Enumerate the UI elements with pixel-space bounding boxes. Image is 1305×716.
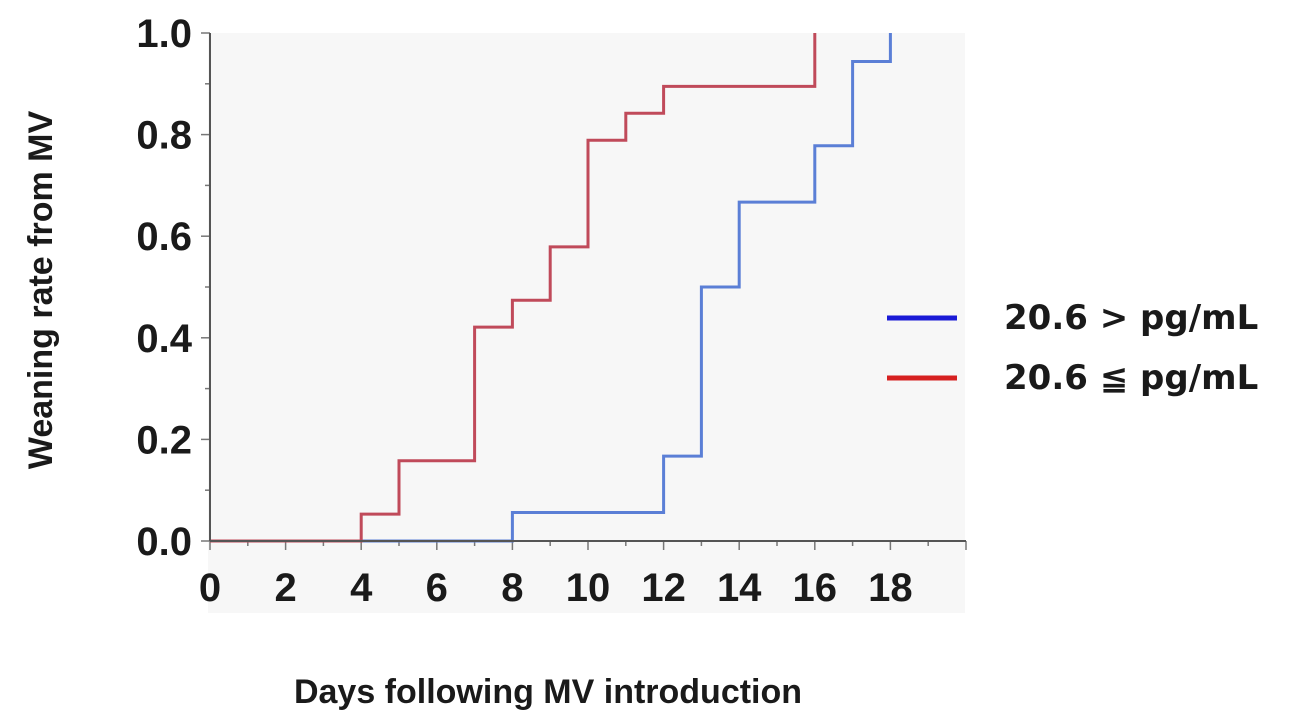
plot-background (208, 33, 965, 613)
x-tick-label: 4 (350, 566, 373, 610)
series-line-2 (210, 33, 817, 543)
y-tick-label: 1.0 (136, 12, 192, 56)
x-tick-label: 12 (641, 566, 686, 610)
y-tick-label: 0.2 (136, 418, 192, 462)
x-tick-label: 14 (717, 566, 762, 610)
y-axis-title: Weaning rate from MV (22, 111, 60, 470)
x-tick-label: 18 (868, 566, 913, 610)
x-tick-label: 0 (199, 566, 221, 610)
x-tick-label: 6 (426, 566, 448, 610)
x-tick-label: 2 (274, 566, 296, 610)
x-tick-label: 8 (501, 566, 523, 610)
y-tick-label: 0.8 (136, 114, 192, 158)
series-line-1 (210, 33, 892, 543)
y-tick-label: 0.6 (136, 215, 192, 259)
tick-labels: 0 2 4 6 8 10 12 14 16 18 0.0 0.2 0.4 0.6 0.8 1.0 (136, 12, 912, 610)
x-tick-label: 10 (566, 566, 611, 610)
x-tick-label: 16 (793, 566, 838, 610)
y-tick-label: 0.0 (136, 520, 192, 564)
legend-label-2: 20.6 ≦ pg/mL (1004, 358, 1258, 398)
legend: 20.6 > pg/mL 20.6 ≦ pg/mL (887, 298, 1258, 398)
legend-label-1: 20.6 > pg/mL (1004, 298, 1258, 338)
y-tick-label: 0.4 (136, 317, 192, 361)
series-layer (210, 33, 892, 543)
x-axis-title: Days following MV introduction (294, 673, 802, 711)
